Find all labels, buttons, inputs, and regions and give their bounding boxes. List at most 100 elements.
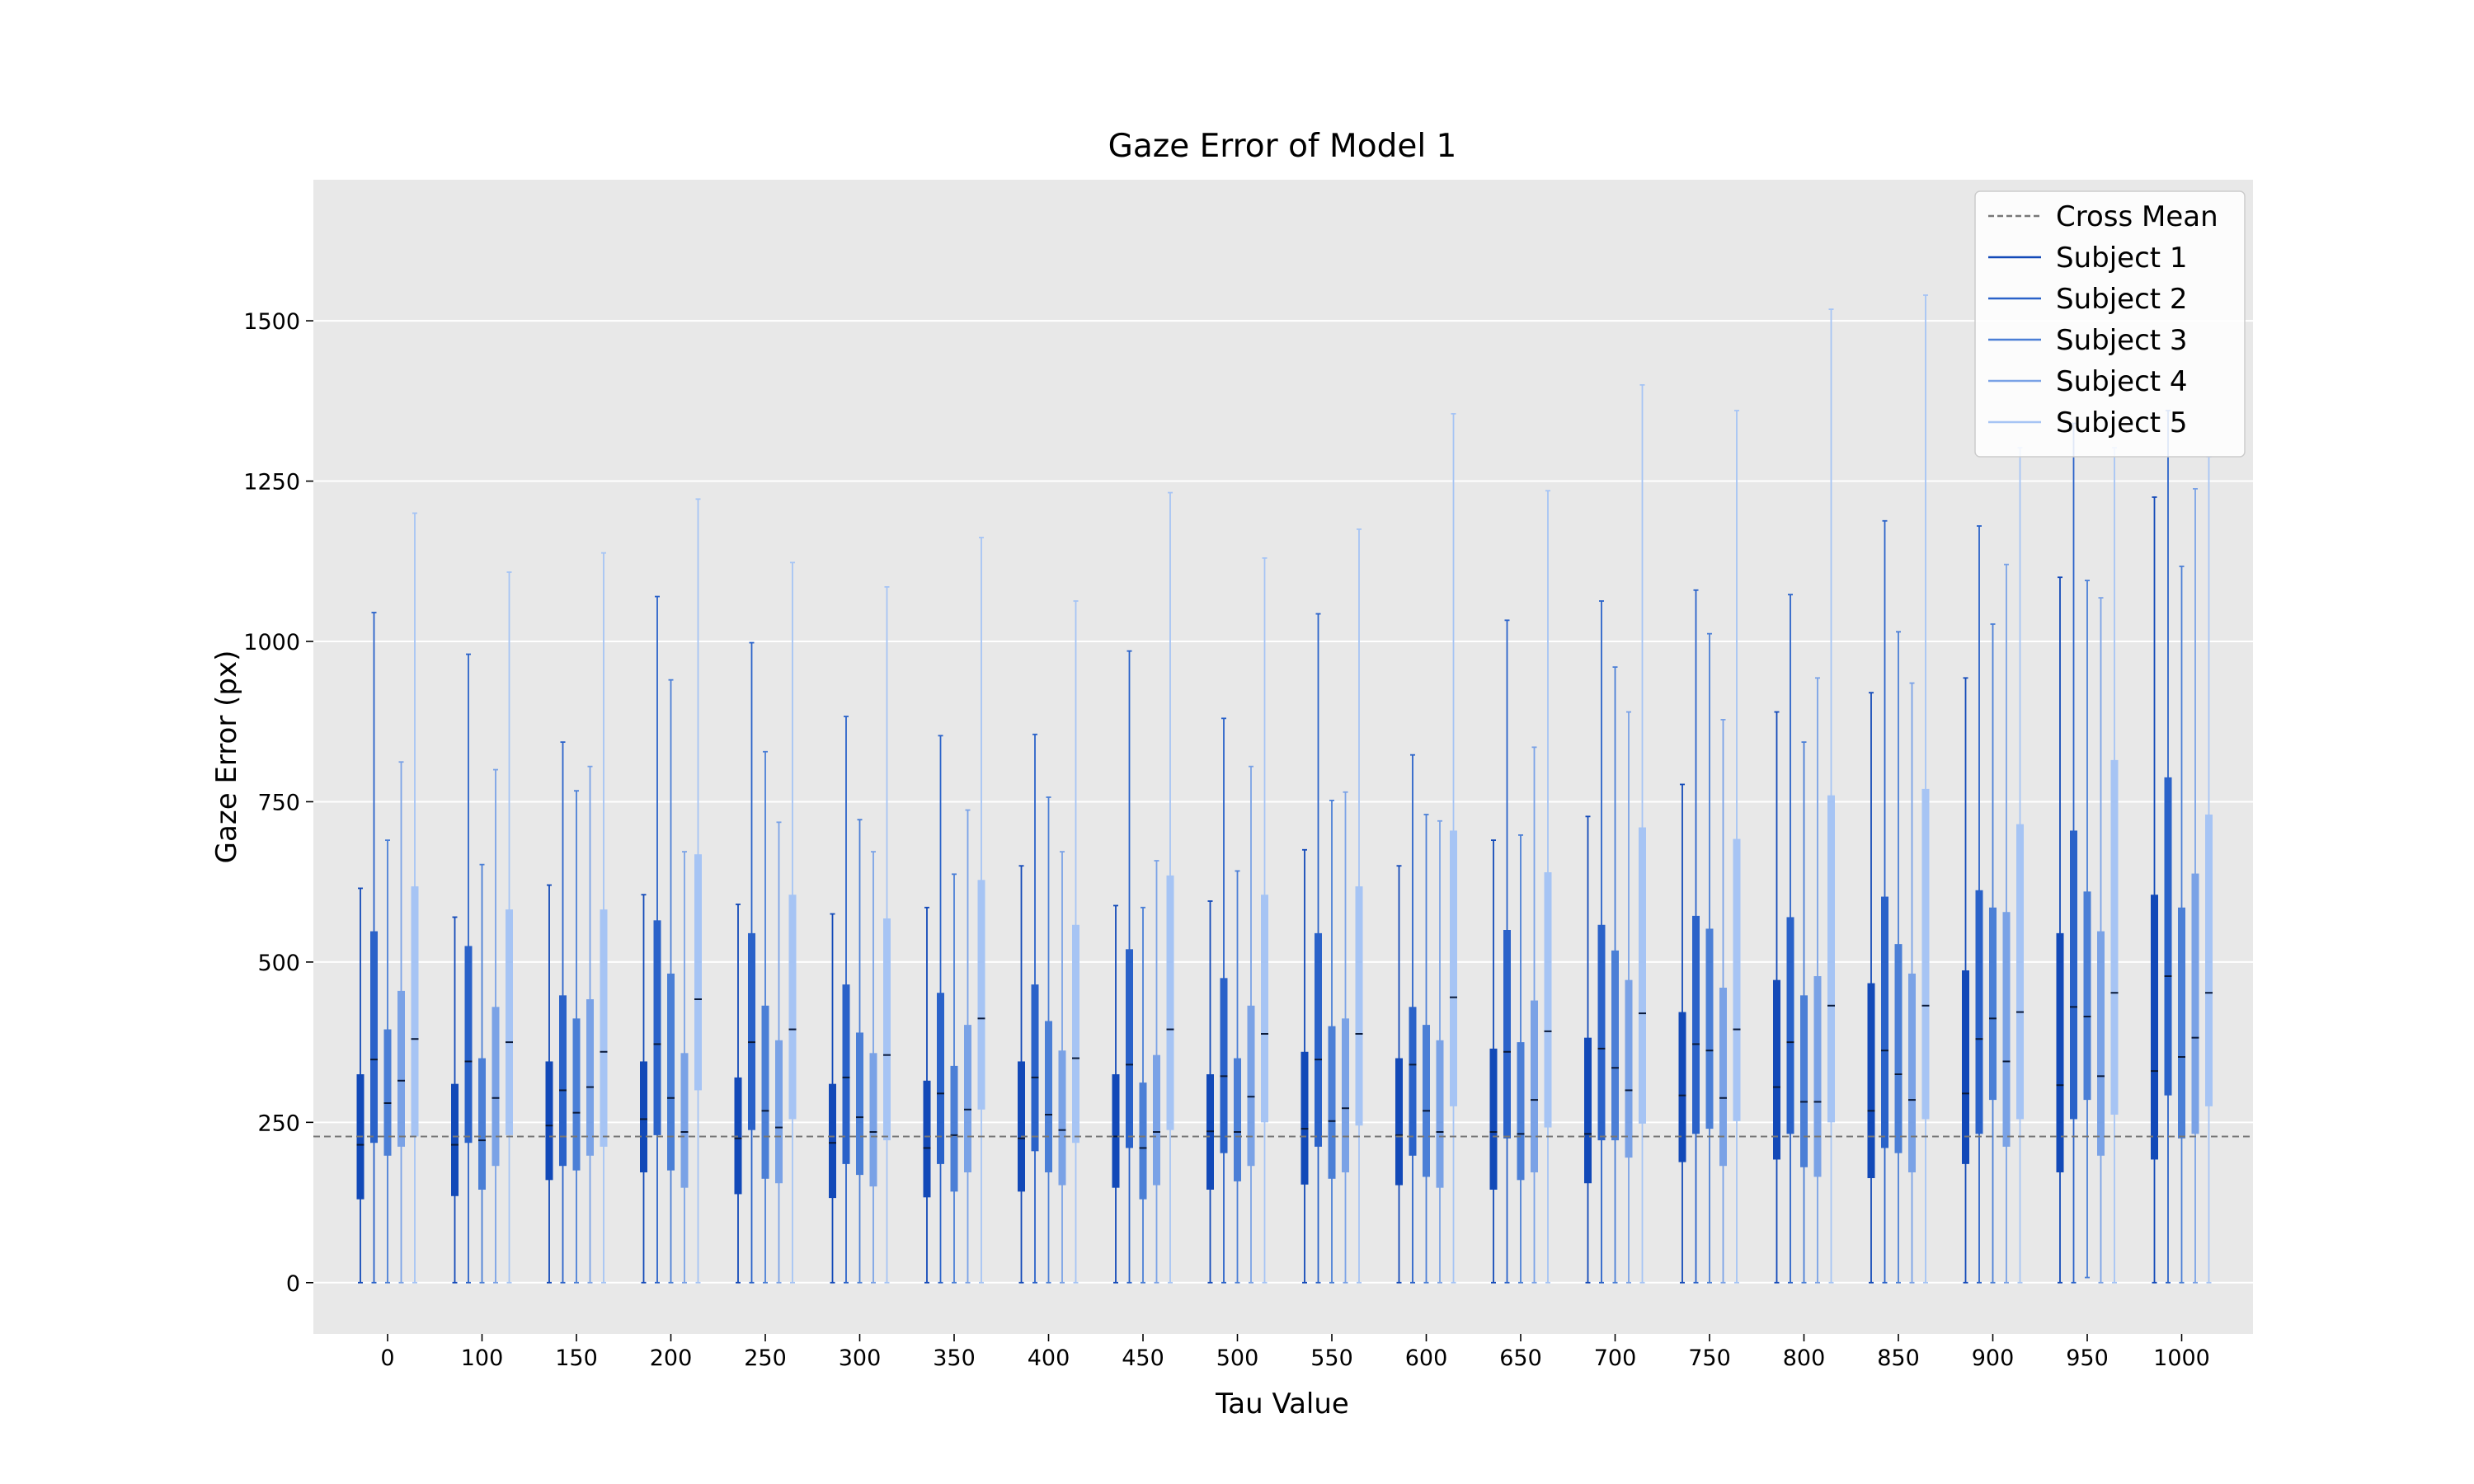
- box-plot: [383, 839, 392, 1284]
- box-iqr: [788, 895, 797, 1120]
- box-plot: [1058, 851, 1066, 1284]
- box-iqr: [1423, 1025, 1430, 1177]
- box-plot: [1678, 783, 1686, 1284]
- box-iqr: [2083, 891, 2091, 1101]
- box-iqr: [1531, 1000, 1538, 1172]
- x-tick-label: 0: [380, 1345, 394, 1371]
- box-plot: [653, 595, 661, 1284]
- y-tick-label: 250: [257, 1111, 300, 1136]
- x-tick-label: 600: [1405, 1345, 1448, 1371]
- box-plot: [1827, 308, 1835, 1284]
- box-iqr: [1315, 932, 1322, 1147]
- box-plot: [1355, 528, 1363, 1284]
- box-plot: [1018, 865, 1025, 1284]
- box-plot: [1800, 741, 1808, 1284]
- box-iqr: [1692, 915, 1700, 1134]
- box-plot: [1315, 613, 1322, 1284]
- legend-label: Subject 5: [2056, 406, 2188, 439]
- box-plot: [1234, 870, 1241, 1284]
- box-iqr: [1962, 970, 1969, 1164]
- box-plot: [977, 537, 985, 1284]
- box-iqr: [1489, 1048, 1498, 1190]
- box-plot: [2083, 580, 2091, 1279]
- box-iqr: [1247, 1005, 1255, 1167]
- x-tick-label: 150: [555, 1345, 598, 1371]
- box-iqr: [842, 984, 850, 1164]
- box-iqr: [680, 1053, 689, 1188]
- box-plot: [1153, 860, 1160, 1284]
- box-plot: [1597, 600, 1606, 1284]
- box-iqr: [1786, 917, 1794, 1134]
- box-plot: [451, 916, 459, 1284]
- y-tick-label: 0: [286, 1271, 300, 1297]
- box-iqr: [506, 909, 513, 1135]
- box-plot: [1261, 556, 1268, 1284]
- box-plot: [411, 512, 419, 1284]
- x-tick-label: 650: [1499, 1345, 1542, 1371]
- box-iqr: [383, 1029, 392, 1156]
- box-plot: [1300, 848, 1309, 1284]
- box-iqr: [1395, 1058, 1403, 1186]
- y-axis-label: Gaze Error (px): [210, 650, 243, 864]
- legend-box: [1974, 190, 2246, 458]
- box-plot: [1342, 791, 1349, 1284]
- box-iqr: [464, 946, 473, 1144]
- x-tick-label: 300: [839, 1345, 882, 1371]
- box-plot: [1436, 819, 1444, 1284]
- box-plot: [1975, 525, 1983, 1284]
- legend-label: Subject 3: [2056, 324, 2188, 357]
- box-iqr: [1639, 827, 1646, 1124]
- box-iqr: [1328, 1026, 1336, 1179]
- box-iqr: [2110, 759, 2119, 1115]
- box-plot: [370, 612, 378, 1284]
- grid-lines: [313, 320, 2253, 1284]
- box-plot: [1611, 666, 1619, 1284]
- box-plots: [356, 294, 2213, 1284]
- plot-area: [313, 180, 2253, 1334]
- box-plot: [1639, 383, 1646, 1284]
- box-plot: [1395, 865, 1403, 1284]
- x-tick-label: 900: [1972, 1345, 2015, 1371]
- box-plot: [1247, 765, 1255, 1284]
- legend-label: Subject 1: [2056, 242, 2188, 275]
- box-plot: [2056, 576, 2064, 1284]
- box-plot: [1450, 412, 1457, 1284]
- x-tick-label: 350: [933, 1345, 976, 1371]
- box-plot: [1517, 834, 1525, 1284]
- box-iqr: [883, 918, 891, 1141]
- box-iqr: [1112, 1074, 1120, 1188]
- x-tick-label: 750: [1688, 1345, 1731, 1371]
- box-iqr: [1611, 950, 1619, 1141]
- box-plot: [1045, 796, 1052, 1284]
- box-iqr: [1733, 838, 1741, 1121]
- box-plot: [1962, 677, 1969, 1284]
- box-iqr: [1827, 795, 1835, 1123]
- y-tick-label: 1000: [243, 630, 300, 655]
- box-plot: [775, 821, 783, 1284]
- box-plot: [1072, 600, 1079, 1284]
- box-iqr: [1921, 788, 1930, 1120]
- box-iqr: [2070, 830, 2077, 1120]
- box-iqr: [1342, 1018, 1349, 1172]
- box-iqr: [2056, 932, 2064, 1172]
- x-tick-label: 400: [1028, 1345, 1070, 1371]
- y-tick-label: 500: [257, 951, 300, 976]
- box-plot: [1692, 589, 1700, 1284]
- box-plot: [856, 819, 863, 1284]
- box-iqr: [775, 1040, 783, 1184]
- box-plot: [1908, 682, 1916, 1284]
- box-iqr: [1908, 973, 1916, 1172]
- box-plot: [1503, 619, 1511, 1284]
- box-iqr: [451, 1083, 459, 1196]
- box-plot: [600, 552, 608, 1284]
- box-plot: [2151, 496, 2158, 1284]
- box-iqr: [829, 1083, 836, 1199]
- box-plot: [492, 768, 500, 1284]
- box-iqr: [923, 1080, 931, 1198]
- box-plot: [1584, 815, 1592, 1284]
- x-axis-label: Tau Value: [1215, 1388, 1349, 1421]
- box-plot: [2097, 597, 2105, 1284]
- x-tick-label: 250: [744, 1345, 787, 1371]
- y-tick-label: 1500: [243, 309, 300, 335]
- box-iqr: [1989, 907, 1997, 1101]
